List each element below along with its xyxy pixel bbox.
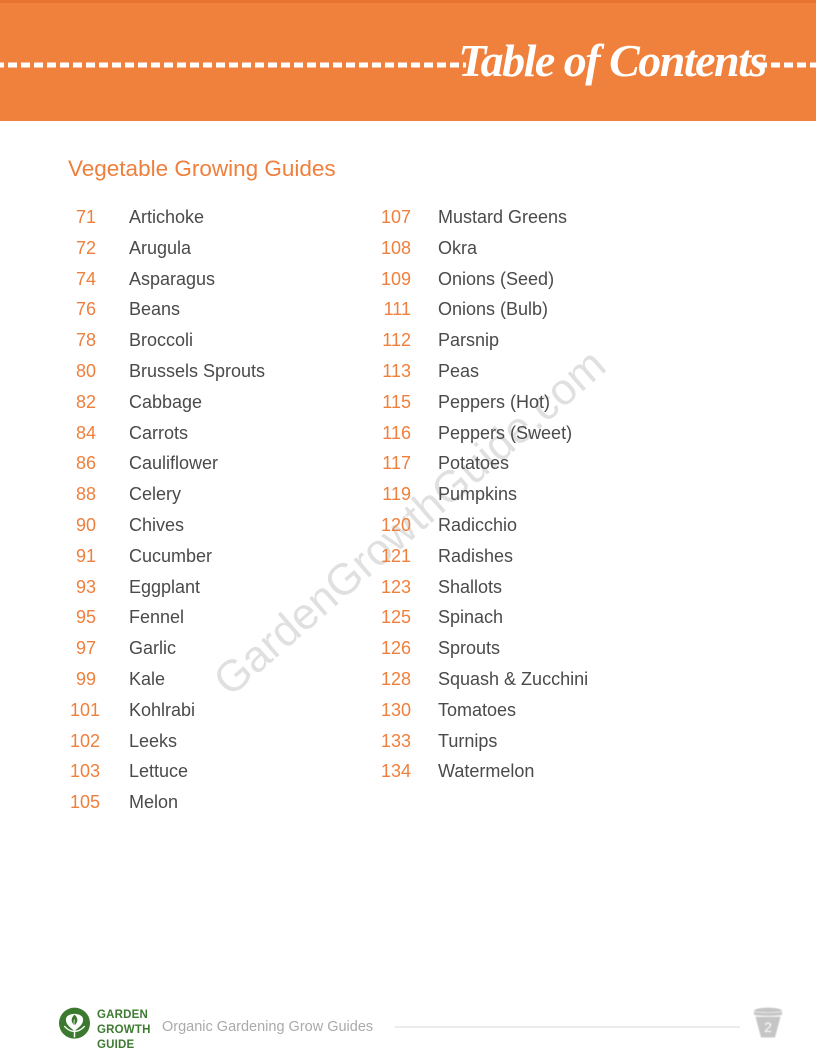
svg-text:2: 2 [764, 1019, 772, 1035]
